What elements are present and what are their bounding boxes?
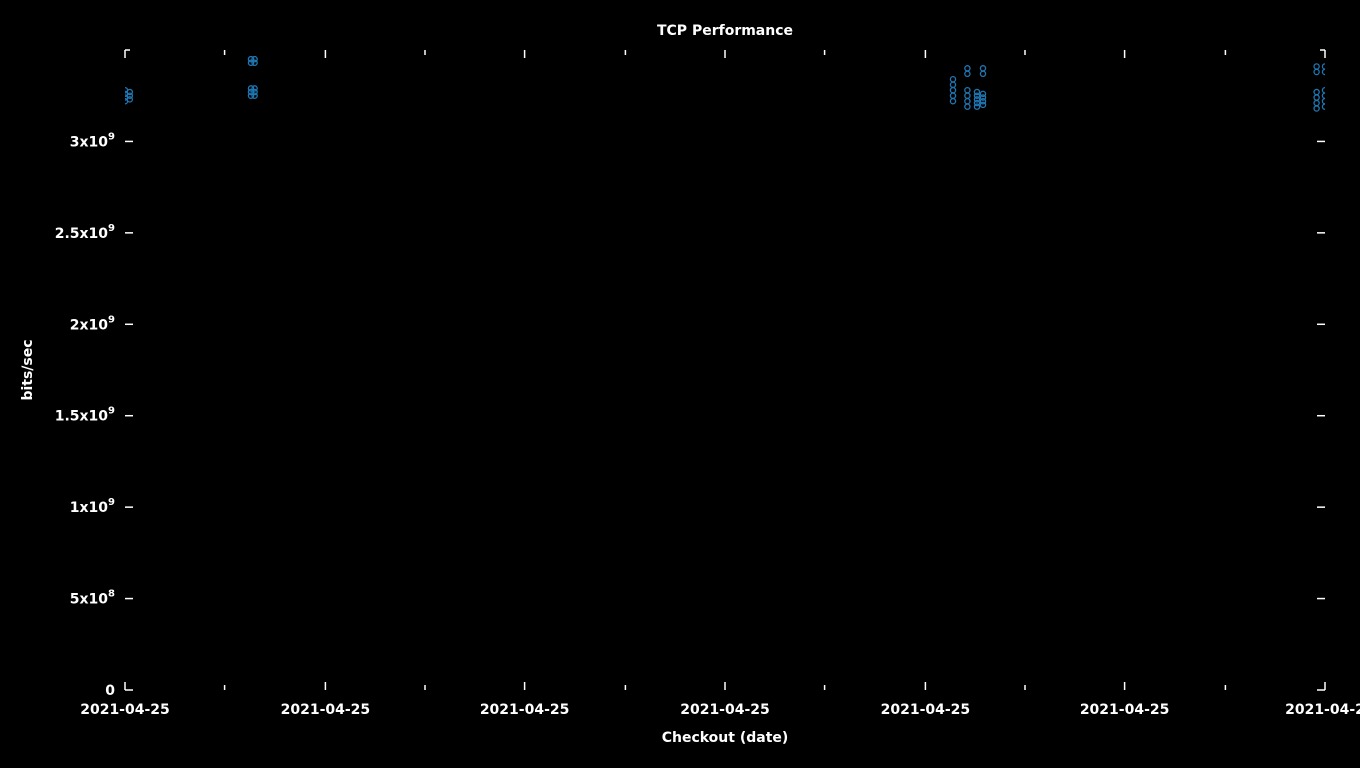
x-tick-label: 2021-04-25	[480, 702, 570, 718]
x-tick-label: 2021-04-2	[1285, 702, 1360, 718]
x-tick-label: 2021-04-25	[881, 702, 971, 718]
x-tick-label: 2021-04-25	[1080, 702, 1170, 718]
x-tick-label: 2021-04-25	[680, 702, 770, 718]
x-axis-label: Checkout (date)	[662, 730, 789, 746]
y-axis-label: bits/sec	[20, 339, 36, 400]
y-tick-label: 0	[105, 683, 115, 699]
tcp-performance-chart: TCP Performance bits/sec Checkout (date) 20…	[0, 0, 1360, 768]
x-tick-label: 2021-04-25	[80, 702, 170, 718]
x-tick-label: 2021-04-25	[281, 702, 371, 718]
chart-title: TCP Performance	[657, 23, 793, 39]
y-tick-label: 1.5x109	[55, 406, 115, 425]
y-tick-label: 2.5x109	[55, 223, 115, 242]
